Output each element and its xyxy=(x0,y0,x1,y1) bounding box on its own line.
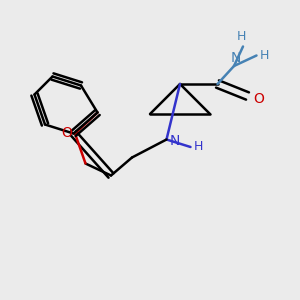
Text: O: O xyxy=(61,127,72,140)
Text: H: H xyxy=(194,140,203,154)
Text: H: H xyxy=(260,49,269,62)
Text: O: O xyxy=(254,92,264,106)
Text: N: N xyxy=(230,50,241,64)
Text: N: N xyxy=(169,134,180,148)
Text: H: H xyxy=(237,31,246,44)
